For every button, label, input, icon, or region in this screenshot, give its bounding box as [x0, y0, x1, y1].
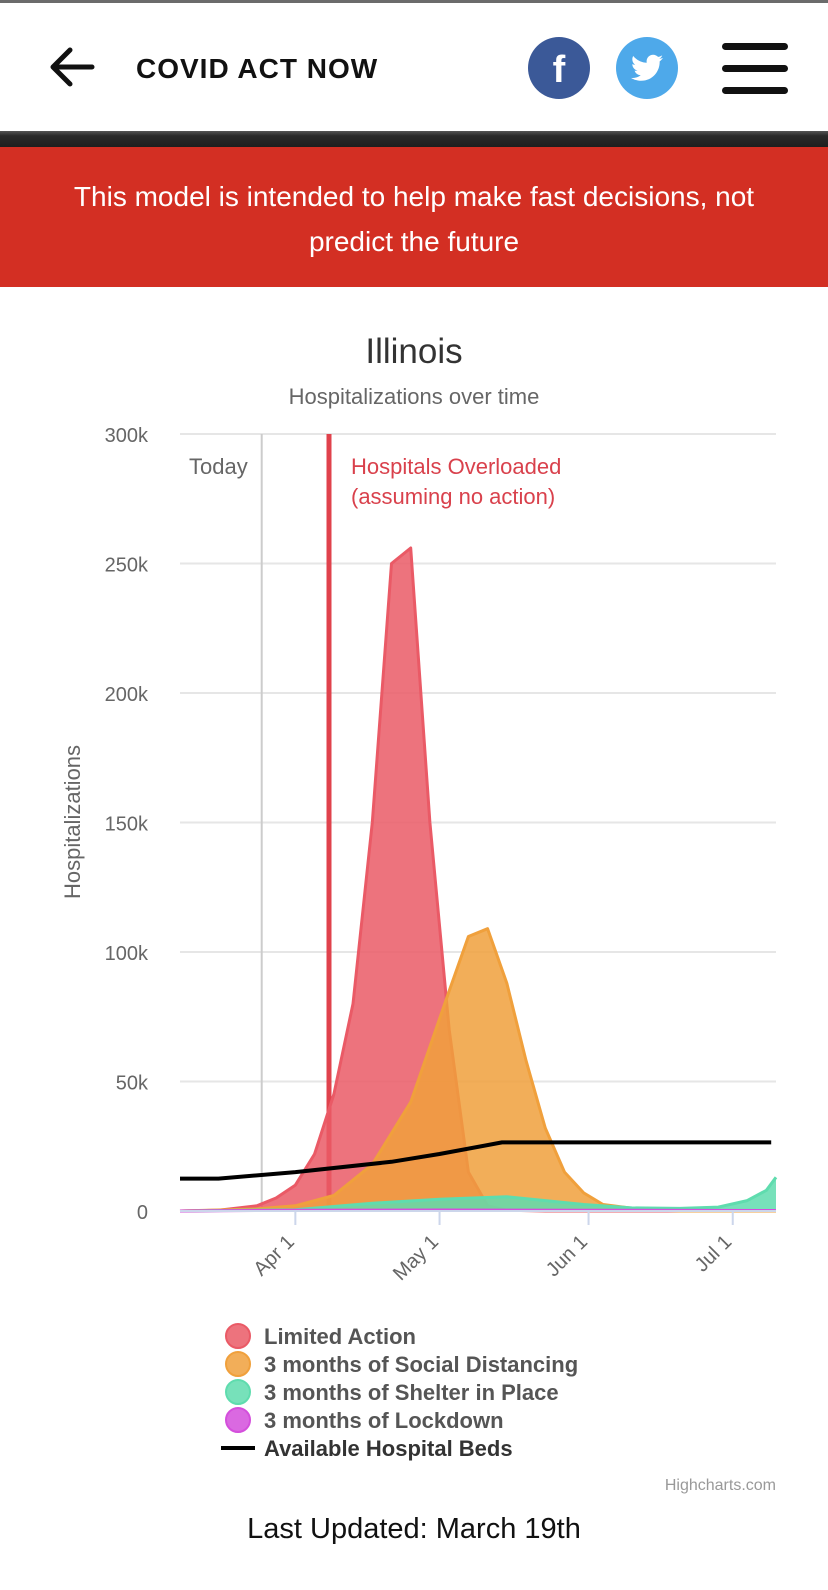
menu-bar-icon — [722, 87, 788, 94]
arrow-left-icon — [50, 47, 95, 87]
y-tick-label: 50k — [116, 1073, 149, 1095]
y-axis-label: Hospitalizations — [60, 745, 85, 899]
y-tick-label: 0 — [137, 1202, 148, 1224]
today-label: Today — [189, 454, 248, 479]
y-tick-label: 250k — [105, 555, 149, 577]
top-border — [0, 0, 828, 3]
legend-label: Limited Action — [264, 1324, 416, 1349]
legend-item[interactable]: Available Hospital Beds — [221, 1436, 513, 1461]
x-tick-label: Jun 1 — [542, 1231, 592, 1281]
y-tick-label: 200k — [105, 684, 149, 706]
legend-label: 3 months of Lockdown — [264, 1408, 504, 1433]
legend-label: 3 months of Shelter in Place — [264, 1380, 559, 1405]
x-tick-label: Jul 1 — [691, 1231, 736, 1276]
chart-subtitle: Hospitalizations over time — [289, 384, 540, 409]
overload-label: Hospitals Overloaded — [351, 454, 561, 479]
app-title: COVID ACT NOW — [136, 53, 379, 84]
legend-marker — [225, 1407, 251, 1433]
x-tick-label: May 1 — [389, 1231, 443, 1285]
legend-item[interactable]: 3 months of Social Distancing — [225, 1351, 578, 1377]
series-line-available-hospital-beds — [180, 1140, 772, 1181]
twitter-icon — [631, 54, 663, 81]
y-tick-label: 100k — [105, 943, 149, 965]
legend-label: 3 months of Social Distancing — [264, 1352, 578, 1377]
chart-credits[interactable]: Highcharts.com — [665, 1477, 776, 1494]
legend-marker — [225, 1323, 251, 1349]
disclaimer-banner: This model is intended to help make fast… — [0, 147, 828, 287]
last-updated: Last Updated: March 19th — [247, 1513, 581, 1545]
menu-bar-icon — [722, 65, 788, 72]
back-button[interactable] — [46, 41, 98, 93]
series-area-3-months-of-social-distancing — [180, 928, 776, 1211]
app-header: COVID ACT NOW f — [0, 3, 828, 131]
facebook-share-button[interactable]: f — [528, 37, 590, 99]
twitter-share-button[interactable] — [616, 37, 678, 99]
overload-label: (assuming no action) — [351, 484, 555, 509]
legend-marker — [225, 1351, 251, 1377]
menu-bar-icon — [722, 43, 788, 50]
header-divider — [0, 131, 828, 147]
legend-marker — [225, 1379, 251, 1405]
legend-item[interactable]: Limited Action — [225, 1323, 416, 1349]
y-tick-label: 150k — [105, 814, 149, 836]
legend-item[interactable]: 3 months of Shelter in Place — [225, 1379, 559, 1405]
facebook-icon: f — [552, 49, 566, 91]
series-outline-3-months-of-shelter-in-place — [179, 1176, 778, 1213]
legend-label: Available Hospital Beds — [264, 1436, 513, 1461]
chart-title: Illinois — [365, 332, 462, 371]
disclaimer-text: This model is intended to help make fast… — [73, 181, 755, 257]
hamburger-menu-button[interactable] — [722, 43, 788, 95]
x-tick-label: Apr 1 — [250, 1231, 299, 1280]
y-tick-label: 300k — [105, 425, 149, 447]
legend-item[interactable]: 3 months of Lockdown — [225, 1407, 504, 1433]
hospitalization-chart: Illinois Hospitalizations over time Hosp… — [60, 332, 778, 1494]
